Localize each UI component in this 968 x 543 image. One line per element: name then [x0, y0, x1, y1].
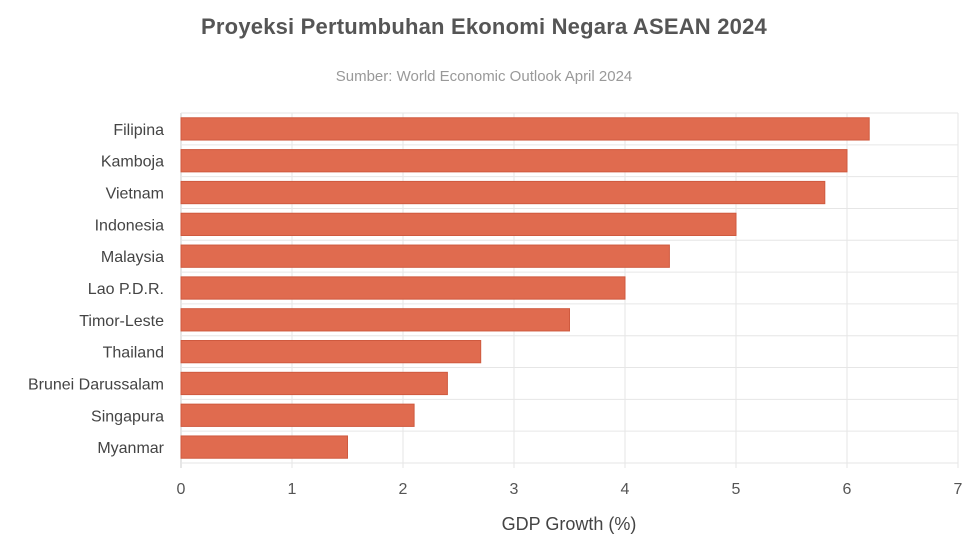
y-tick-label: Lao P.D.R.: [88, 281, 164, 298]
x-tick-label: 6: [843, 481, 852, 498]
y-tick-label: Indonesia: [95, 217, 164, 234]
bar: [180, 403, 415, 427]
chart-subtitle: Sumber: World Economic Outlook April 202…: [335, 68, 633, 85]
x-tick-label: 2: [399, 481, 408, 498]
bar: [180, 212, 737, 237]
y-tick-label: Brunei Darussalam: [28, 376, 164, 393]
y-tick-label: Filipina: [113, 122, 164, 139]
bar: [180, 117, 870, 141]
y-tick-label: Timor-Leste: [79, 313, 164, 330]
bar: [180, 340, 482, 364]
bars: [180, 117, 870, 459]
y-tick-label: Vietnam: [106, 186, 164, 203]
bar: [180, 244, 670, 268]
y-tick-label: Thailand: [103, 345, 164, 362]
x-tick-label: 3: [510, 481, 519, 498]
y-axis-labels: Filipina Kamboja Vietnam Indonesia Malaysia L…: [28, 122, 165, 457]
bar: [180, 308, 570, 332]
bar: [180, 435, 348, 459]
x-tick-label: 7: [954, 481, 963, 498]
bar: [180, 149, 848, 173]
y-tick-label: Myanmar: [97, 440, 164, 457]
chart-title: Proyeksi Pertumbuhan Ekonomi Negara ASEA…: [201, 14, 767, 39]
x-tick-label: 5: [732, 481, 741, 498]
bar: [180, 371, 448, 396]
x-tick-label: 0: [177, 481, 186, 498]
y-tick-label: Malaysia: [101, 249, 164, 266]
x-tick-label: 4: [621, 481, 630, 498]
x-axis-labels: 0 1 2 3 4 5 6 7: [177, 481, 963, 498]
y-tick-label: Singapura: [91, 408, 164, 425]
x-axis-title: GDP Growth (%): [502, 514, 637, 534]
bar: [180, 180, 826, 205]
y-tick-label: Kamboja: [101, 154, 164, 171]
x-tick-label: 1: [288, 481, 297, 498]
bar: [180, 276, 626, 300]
